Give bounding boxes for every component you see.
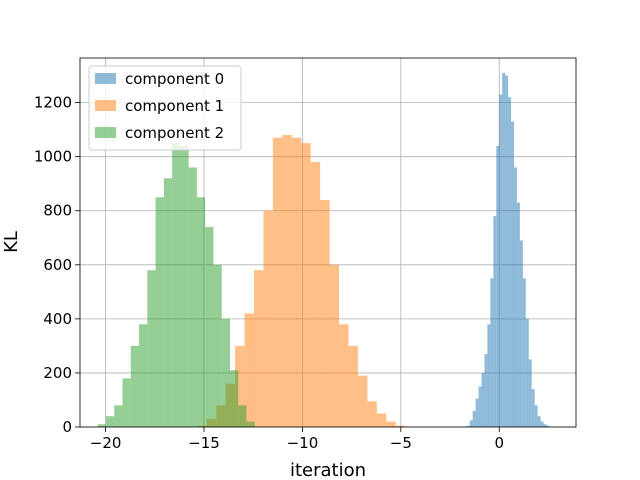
histogram-bar bbox=[180, 145, 189, 427]
y-tick-label: 1200 bbox=[34, 94, 72, 112]
histogram-bar bbox=[496, 145, 500, 427]
histogram-bar bbox=[155, 197, 164, 427]
x-tick-label: −15 bbox=[188, 434, 220, 452]
legend-label-component-1: component 1 bbox=[125, 97, 224, 115]
histogram-bar bbox=[291, 137, 302, 427]
histogram-bar bbox=[139, 324, 148, 427]
histogram-bar bbox=[522, 278, 526, 427]
y-tick-label: 600 bbox=[43, 256, 72, 274]
histogram-bar bbox=[147, 270, 156, 427]
histogram-bar bbox=[320, 199, 330, 427]
legend-box bbox=[88, 65, 242, 151]
histogram-bar bbox=[514, 167, 517, 427]
histogram-bar bbox=[475, 398, 479, 427]
histogram-bar bbox=[478, 386, 482, 427]
y-tick-label: 1000 bbox=[34, 148, 72, 166]
legend-label-component-0: component 0 bbox=[125, 70, 224, 88]
series-0 bbox=[466, 72, 550, 428]
axes bbox=[79, 57, 577, 428]
histogram-bar bbox=[97, 424, 106, 427]
histogram-bar bbox=[472, 410, 476, 427]
legend-label-component-2: component 2 bbox=[125, 124, 224, 142]
histogram-bar bbox=[516, 202, 520, 427]
x-tick-label: −5 bbox=[390, 434, 412, 452]
histogram-bar bbox=[395, 425, 406, 427]
x-tick-label: −10 bbox=[287, 434, 319, 452]
legend-swatch-component-2 bbox=[95, 127, 116, 138]
histogram-bar bbox=[525, 318, 529, 427]
histogram-bar bbox=[301, 143, 311, 427]
histogram-bar bbox=[253, 270, 264, 427]
histogram-bar bbox=[528, 359, 532, 427]
histogram-bar bbox=[272, 137, 283, 427]
series-2 bbox=[97, 143, 255, 427]
histogram-bar bbox=[481, 372, 485, 427]
histogram-bar bbox=[508, 97, 512, 427]
y-tick-label: 800 bbox=[43, 202, 72, 220]
histogram-bar bbox=[339, 324, 349, 427]
histogram-bar bbox=[105, 416, 115, 427]
histogram-bar bbox=[229, 370, 239, 427]
histogram-bar bbox=[543, 424, 547, 427]
histogram-bar bbox=[540, 421, 544, 427]
histogram-bar bbox=[357, 375, 368, 427]
histogram-bar bbox=[534, 405, 538, 427]
histogram-bar bbox=[282, 135, 292, 428]
histogram-bar bbox=[537, 416, 541, 427]
histogram-bar bbox=[122, 378, 131, 427]
histogram-bar bbox=[244, 313, 254, 427]
x-tick-label: 0 bbox=[494, 434, 504, 452]
x-axis-ticks: −20 −15 −10 −5 0 bbox=[90, 427, 504, 452]
histogram-bar bbox=[493, 216, 497, 427]
histogram-bar bbox=[263, 210, 273, 427]
histogram-bar bbox=[546, 425, 550, 427]
histogram-bar bbox=[130, 345, 140, 427]
histogram-bar bbox=[519, 240, 523, 427]
histogram-bar bbox=[531, 389, 535, 427]
legend-swatch-component-1 bbox=[95, 100, 116, 111]
x-axis-label: iteration bbox=[290, 460, 366, 480]
histogram-bar bbox=[246, 421, 255, 427]
histogram-bar bbox=[188, 167, 197, 427]
histogram-bar bbox=[235, 345, 245, 427]
histogram-bar bbox=[376, 413, 387, 427]
y-axis-label: KL bbox=[1, 231, 22, 253]
histogram-bars bbox=[97, 72, 550, 428]
histogram-bar bbox=[466, 425, 470, 427]
plot-frame bbox=[79, 57, 577, 428]
histogram-bar bbox=[163, 178, 173, 427]
y-tick-label: 0 bbox=[62, 418, 72, 436]
histogram-bar bbox=[484, 354, 488, 427]
histogram-bar bbox=[348, 345, 358, 427]
histogram-bar bbox=[213, 264, 222, 427]
histogram-bar bbox=[469, 420, 473, 427]
histogram-bar bbox=[386, 421, 396, 427]
legend: component 0 component 1 component 2 bbox=[88, 65, 242, 151]
histogram-bar bbox=[310, 162, 321, 428]
histogram-bar bbox=[329, 264, 340, 427]
y-tick-label: 400 bbox=[43, 310, 72, 328]
histogram-bar bbox=[221, 318, 230, 427]
series-1 bbox=[197, 135, 406, 428]
histogram-bar bbox=[114, 405, 123, 427]
histogram-bar bbox=[487, 324, 491, 427]
y-axis-ticks: 0 200 400 600 800 1000 1200 bbox=[34, 94, 80, 436]
histogram-bar bbox=[490, 278, 494, 427]
histogram-bar bbox=[238, 405, 247, 427]
x-tick-label: −20 bbox=[90, 434, 122, 452]
histogram-bar bbox=[367, 401, 377, 427]
histogram-bar bbox=[511, 121, 514, 428]
legend-swatch-component-0 bbox=[95, 73, 116, 84]
histogram-bar bbox=[205, 226, 214, 427]
histogram-bar bbox=[502, 72, 506, 427]
histogram-bar bbox=[172, 143, 181, 427]
y-tick-label: 200 bbox=[43, 364, 72, 382]
histogram-bar bbox=[499, 94, 503, 427]
histogram-bar bbox=[196, 197, 206, 427]
histogram-bar bbox=[505, 75, 509, 428]
